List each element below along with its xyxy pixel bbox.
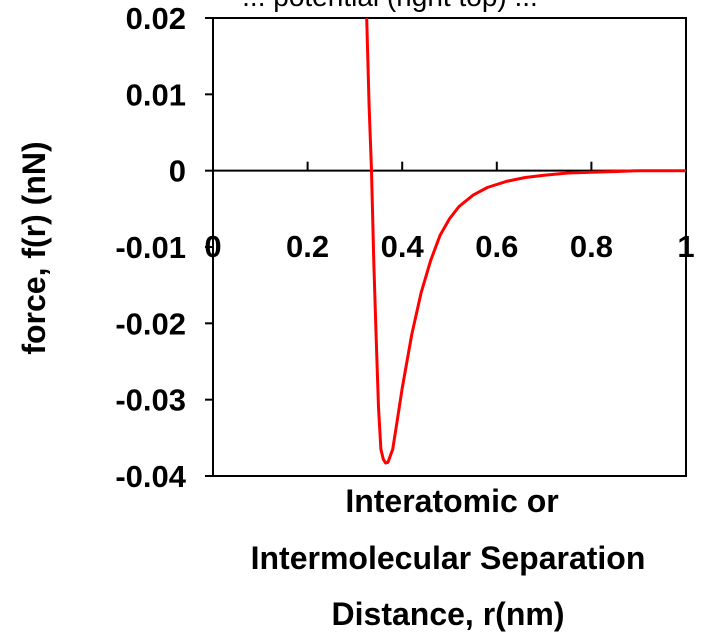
x-tick-label: 0.6 — [475, 229, 518, 264]
x-tick-label: 0 — [204, 229, 221, 264]
x-tick-labels: 0 0.2 0.4 0.6 0.8 1 — [204, 229, 694, 264]
y-tick-label: -0.04 — [115, 459, 186, 494]
series-group — [365, 17, 686, 465]
y-tick-labels: 0.02 0.01 0 -0.01 -0.02 -0.03 -0.04 — [115, 1, 186, 494]
chart-title: ... potential (right top) ... — [242, 0, 538, 12]
y-tick-label: -0.03 — [115, 383, 186, 418]
y-tick-label: 0.02 — [126, 1, 186, 36]
y-tick-label: -0.02 — [115, 306, 186, 341]
y-axis-title: force, f(r) (nN) — [16, 141, 52, 354]
x-tick-label: 0.4 — [381, 229, 425, 264]
x-axis-title-line-2: Intermolecular Separation — [251, 540, 646, 576]
x-tick-label: 0.8 — [570, 229, 613, 264]
x-tick-label: 0.2 — [286, 229, 329, 264]
x-axis-title-line-3: Distance, r(nm) — [332, 596, 565, 632]
y-ticks — [205, 17, 213, 477]
x-tick-label: 1 — [677, 229, 694, 264]
plot-area — [212, 17, 687, 477]
x-axis-title-line-1: Interatomic or — [345, 483, 558, 519]
y-tick-label: -0.01 — [115, 230, 186, 265]
y-tick-label: 0.01 — [126, 77, 186, 112]
x-ticks — [306, 161, 593, 171]
y-tick-label: 0 — [169, 154, 186, 189]
force-curve-line — [365, 17, 686, 465]
